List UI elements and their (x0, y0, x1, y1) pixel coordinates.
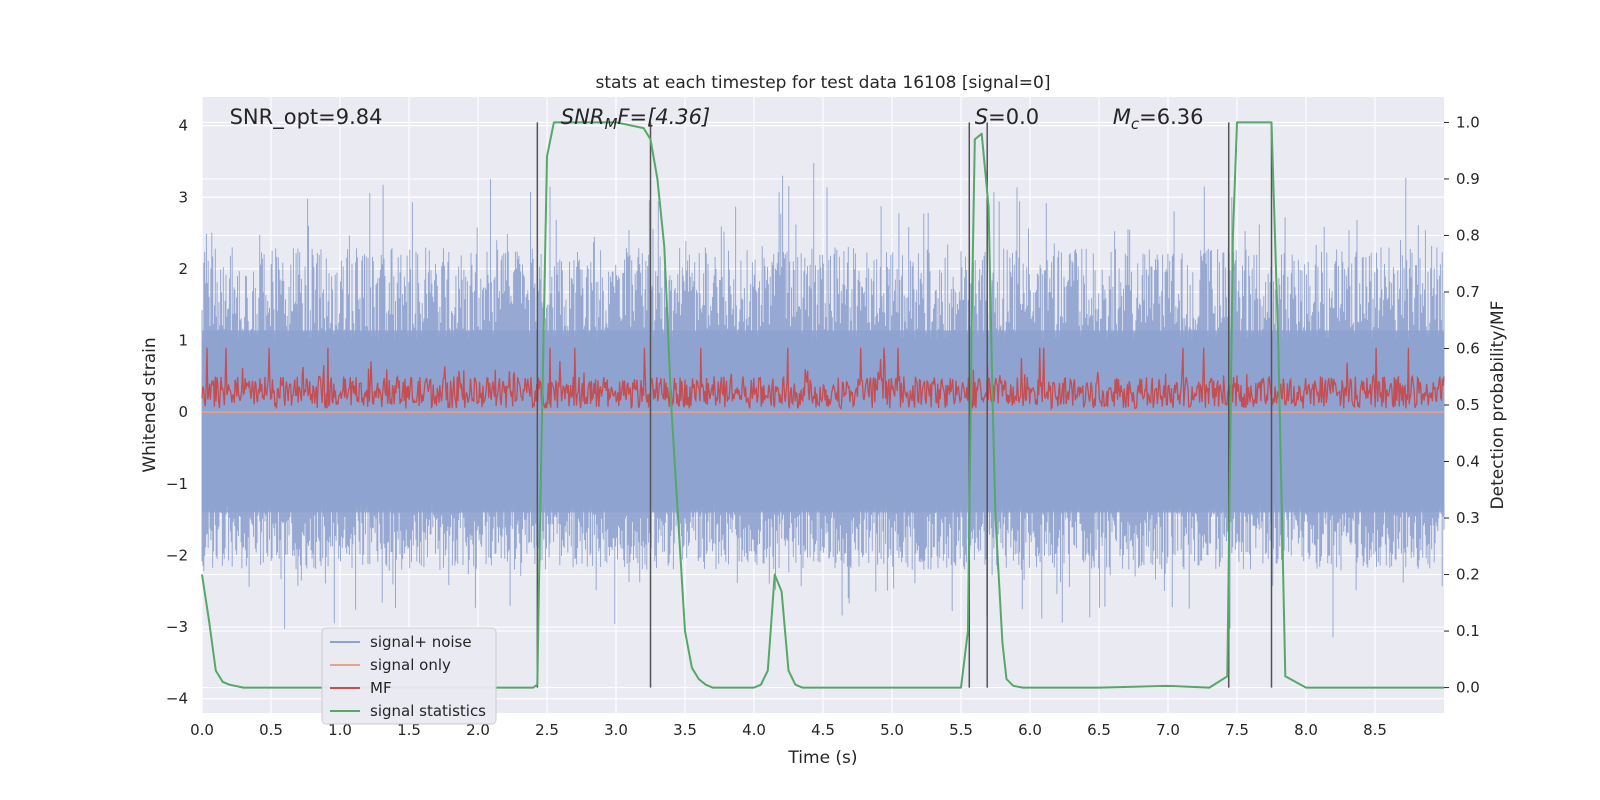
legend-box (321, 627, 497, 725)
x-tick-label: 6.0 (1018, 721, 1042, 739)
y-right-tick-label: 0.3 (1456, 509, 1480, 527)
y-tick-label: 3 (178, 188, 188, 206)
y-right-tick-label: 0.5 (1456, 396, 1480, 414)
x-tick-label: 1.0 (328, 721, 352, 739)
chart-title: stats at each timestep for test data 161… (596, 73, 1051, 93)
x-tick-label: 5.0 (880, 721, 904, 739)
x-tick-label: 7.0 (1156, 721, 1180, 739)
y-right-tick-label: 0.7 (1456, 283, 1480, 301)
y-tick-label: −3 (166, 618, 188, 636)
y-right-tick-label: 0.9 (1456, 170, 1480, 188)
x-tick-label: 5.5 (949, 721, 973, 739)
x-tick-label: 3.5 (673, 721, 697, 739)
x-tick-label: 6.5 (1087, 721, 1111, 739)
x-tick-label: 1.5 (397, 721, 421, 739)
annotation-main: SNR_opt=9.84 (230, 105, 383, 130)
signal-statistics-line (201, 121, 1444, 689)
annotation-tail: =0.0 (988, 105, 1039, 129)
annotation-sub: c (1131, 115, 1140, 133)
y-tick-label: −1 (166, 475, 188, 493)
x-axis-label: Time (s) (787, 748, 857, 768)
annotation: SNRMF=[4.36] (561, 105, 710, 133)
legend-label: MF (370, 679, 392, 697)
y-tick-label: −2 (166, 546, 188, 564)
annotation-main: SNR (561, 105, 605, 129)
legend-label: signal+ noise (370, 633, 472, 651)
legend: signal+ noise signal only MF signal statist… (321, 627, 497, 725)
annotation-main: S (975, 105, 988, 129)
annotation-tail: F=[4.36] (617, 105, 710, 129)
y-axis-right-label: Detection probability/MF (1488, 301, 1508, 510)
y-tick-label: −4 (166, 690, 188, 708)
y-right-tick-label: 0.6 (1456, 339, 1480, 357)
legend-label: signal only (370, 656, 451, 674)
series-signal-statistics (201, 121, 1444, 689)
x-tick-label: 2.5 (535, 721, 559, 739)
y-right-tick-label: 0.8 (1456, 226, 1480, 244)
legend-label: signal statistics (370, 702, 486, 720)
y-axis-label: Whitened strain (140, 337, 160, 472)
y-tick-label: 2 (178, 260, 188, 278)
x-tick-label: 3.0 (604, 721, 628, 739)
y-tick-label: 4 (178, 117, 188, 135)
x-tick-label: 0.0 (190, 721, 214, 739)
y-right-tick-label: 0.0 (1456, 679, 1480, 697)
x-tick-label: 7.5 (1225, 721, 1249, 739)
x-tick-label: 4.5 (811, 721, 835, 739)
x-tick-label: 2.0 (466, 721, 490, 739)
annotation-main: M (1113, 105, 1131, 129)
x-tick-label: 8.5 (1363, 721, 1387, 739)
annotation: SNR_opt=9.84 (230, 105, 383, 130)
annotation-sub: M (604, 115, 617, 133)
x-tick-label: 0.5 (259, 721, 283, 739)
annotation-tail: =6.36 (1139, 105, 1203, 129)
annotation: Mc=6.36 (1113, 105, 1204, 133)
mf-trace (201, 347, 1445, 411)
annotation: S=0.0 (975, 105, 1039, 129)
y-axis-right-ticks: 1.0 0.9 0.8 0.7 0.6 0.5 0.4 0.3 0.2 0.1 0.0 (1444, 113, 1480, 697)
x-tick-label: 4.0 (742, 721, 766, 739)
y-right-tick-label: 0.2 (1456, 566, 1480, 584)
y-tick-label: 0 (178, 403, 188, 421)
x-tick-label: 8.0 (1294, 721, 1318, 739)
y-right-tick-label: 0.1 (1456, 622, 1480, 640)
y-axis-ticks: 4 3 2 1 0 −1 −2 −3 −4 (166, 117, 188, 708)
x-axis-ticks: 0.0 0.5 1.0 1.5 2.0 2.5 3.0 3.5 4.0 4.5 5.0 5.5 6.0 6… (190, 721, 1387, 739)
series-mf (201, 347, 1445, 411)
annotations: SNR_opt=9.84 SNRMF=[4.36] S=0.0 Mc=6.36 (230, 105, 1204, 133)
y-tick-label: 1 (178, 332, 188, 350)
y-right-tick-label: 1.0 (1456, 113, 1480, 131)
y-right-tick-label: 0.4 (1456, 453, 1480, 471)
